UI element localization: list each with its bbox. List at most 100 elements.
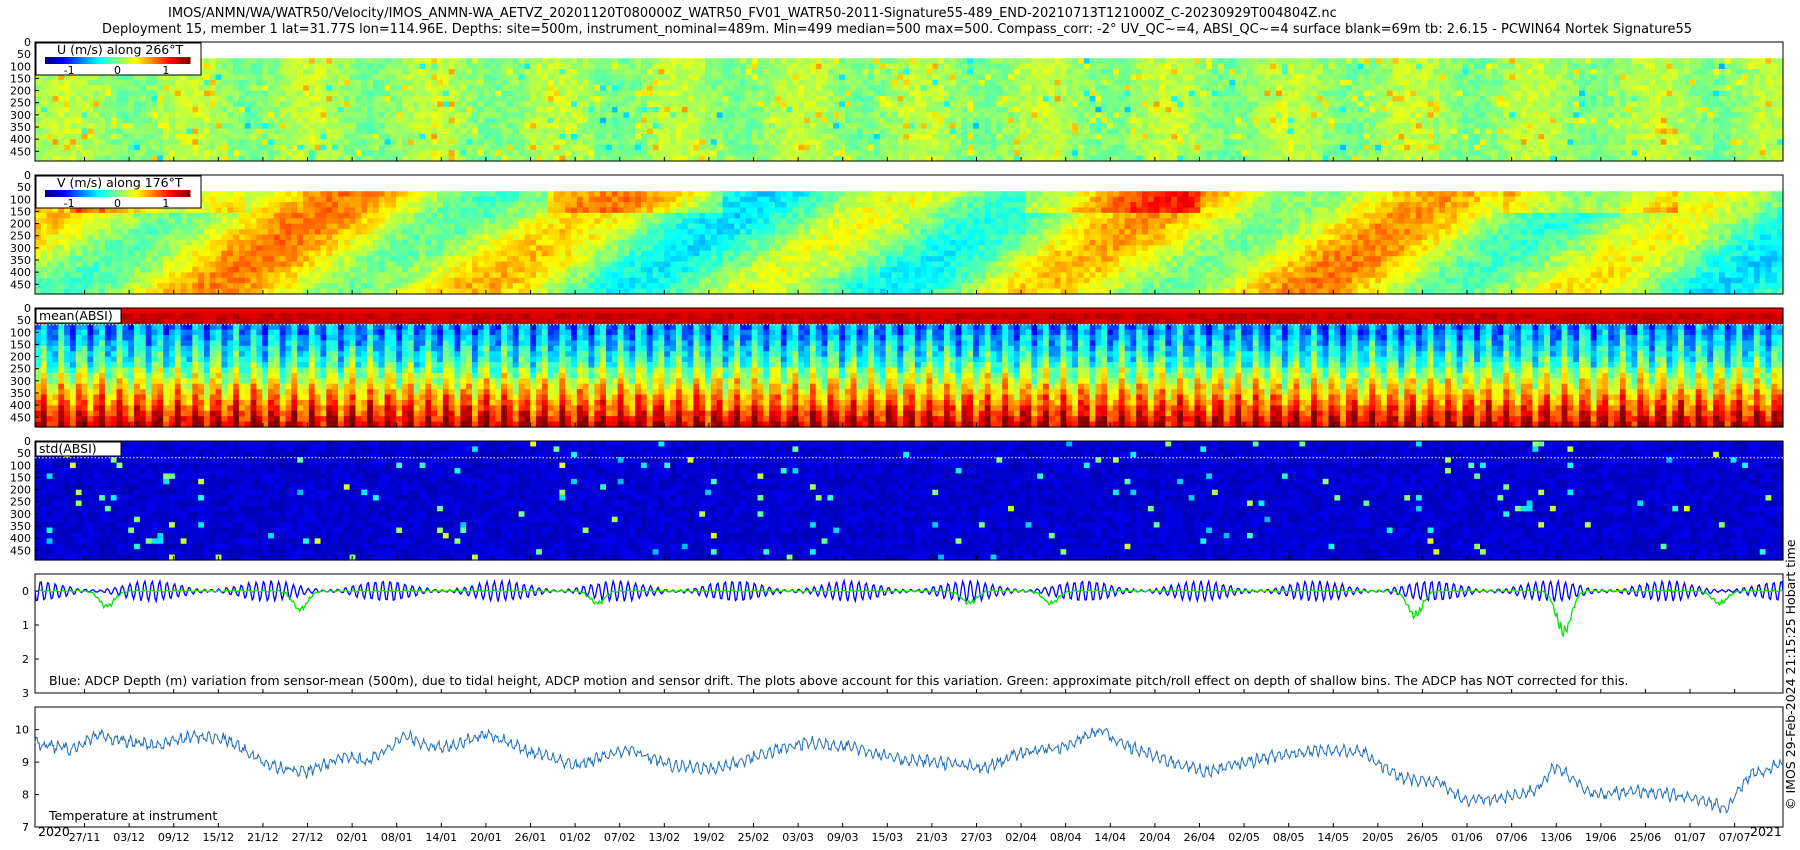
heatmap-cell <box>203 79 211 86</box>
heatmap-cell <box>1276 63 1283 70</box>
heatmap-cell <box>646 155 654 162</box>
heatmap-cell <box>1427 144 1434 151</box>
heatmap-cell <box>1293 58 1300 65</box>
heatmap-cell <box>303 106 310 113</box>
heatmap-cell <box>466 128 473 135</box>
heatmap-cell <box>874 155 881 162</box>
heatmap-cell <box>1241 79 1248 86</box>
heatmap-cell <box>75 106 83 113</box>
heatmap-cell <box>699 139 706 146</box>
heatmap-cell <box>1182 133 1190 140</box>
heatmap-cell <box>244 90 252 97</box>
heatmap-cell <box>58 96 65 103</box>
heatmap-cell <box>384 144 392 151</box>
heatmap-cell <box>909 79 916 86</box>
heatmap-cell <box>1427 139 1434 146</box>
heatmap-cell <box>1002 150 1009 157</box>
heatmap-cell <box>652 155 660 162</box>
heatmap-cell <box>670 155 677 162</box>
heatmap-cell <box>1002 58 1009 65</box>
heatmap-cell <box>623 106 630 113</box>
heatmap-cell <box>1346 117 1353 124</box>
heatmap-cell <box>909 90 916 97</box>
heatmap-cell <box>326 133 333 140</box>
heatmap-cell <box>442 144 450 151</box>
heatmap-cell <box>600 63 607 70</box>
heatmap-cell <box>437 112 444 119</box>
heatmap-cell <box>40 150 48 157</box>
heatmap-cell <box>1223 101 1231 108</box>
heatmap-cell <box>1450 133 1458 140</box>
heatmap-cell <box>495 155 502 162</box>
heatmap-cell <box>1316 69 1324 76</box>
heatmap-cell <box>1363 79 1370 86</box>
heatmap-cell <box>1328 133 1335 140</box>
heatmap-cell <box>506 155 514 162</box>
heatmap-cell <box>1130 90 1137 97</box>
heatmap-cell <box>431 90 438 97</box>
heatmap-cell <box>885 150 893 157</box>
heatmap-cell <box>198 144 205 151</box>
heatmap-cell <box>1019 117 1027 124</box>
heatmap-cell <box>990 74 997 81</box>
heatmap-cell <box>372 112 380 119</box>
heatmap-cell <box>740 123 747 130</box>
heatmap-cell <box>588 112 595 119</box>
heatmap-cell <box>809 58 817 65</box>
heatmap-cell <box>151 74 158 81</box>
heatmap-cell <box>1450 69 1458 76</box>
heatmap-cell <box>1118 58 1126 65</box>
heatmap-cell <box>40 144 48 151</box>
heatmap-cell <box>93 117 100 124</box>
heatmap-cell <box>1369 112 1376 119</box>
heatmap-cell <box>804 139 811 146</box>
heatmap-cell <box>640 106 648 113</box>
heatmap-cell <box>1136 63 1143 70</box>
heatmap-cell <box>99 106 106 113</box>
heatmap-cell <box>174 106 182 113</box>
heatmap-cell <box>1177 85 1184 92</box>
heatmap-cell <box>110 96 118 103</box>
heatmap-cell <box>1468 117 1475 124</box>
heatmap-cell <box>874 123 881 130</box>
heatmap-cell <box>559 133 566 140</box>
heatmap-cell <box>1107 96 1114 103</box>
heatmap-cell <box>582 106 590 113</box>
heatmap-cell <box>40 96 48 103</box>
heatmap-cell <box>233 101 240 108</box>
heatmap-cell <box>1555 96 1563 103</box>
heatmap-cell <box>897 123 904 130</box>
heatmap-cell <box>1334 58 1341 65</box>
heatmap-cell <box>652 117 660 124</box>
heatmap-cell <box>402 63 409 70</box>
heatmap-cell <box>238 117 246 124</box>
heatmap-cell <box>256 74 263 81</box>
heatmap-cell <box>501 112 508 119</box>
heatmap-cell <box>780 96 788 103</box>
heatmap-cell <box>1520 139 1528 146</box>
heatmap-cell <box>273 123 281 130</box>
heatmap-cell <box>862 112 869 119</box>
heatmap-cell <box>815 155 823 162</box>
heatmap-cell <box>268 74 275 81</box>
heatmap-cell <box>285 106 292 113</box>
heatmap-cell <box>419 74 426 81</box>
heatmap-cell <box>722 150 729 157</box>
heatmap-cell <box>1287 123 1295 130</box>
heatmap-cell <box>1520 85 1528 92</box>
heatmap-cell <box>163 112 170 119</box>
heatmap-cell <box>1497 123 1504 130</box>
heatmap-cell <box>1101 150 1108 157</box>
heatmap-cell <box>978 123 986 130</box>
heatmap-cell <box>58 139 65 146</box>
heatmap-cell <box>553 90 560 97</box>
heatmap-cell <box>1025 106 1032 113</box>
heatmap-cell <box>745 128 753 135</box>
heatmap-cell <box>914 90 922 97</box>
heatmap-cell <box>425 85 432 92</box>
heatmap-cell <box>1410 106 1417 113</box>
heatmap-cell <box>582 63 590 70</box>
heatmap-cell <box>1194 69 1201 76</box>
heatmap-cell <box>658 117 665 124</box>
heatmap-cell <box>652 90 660 97</box>
